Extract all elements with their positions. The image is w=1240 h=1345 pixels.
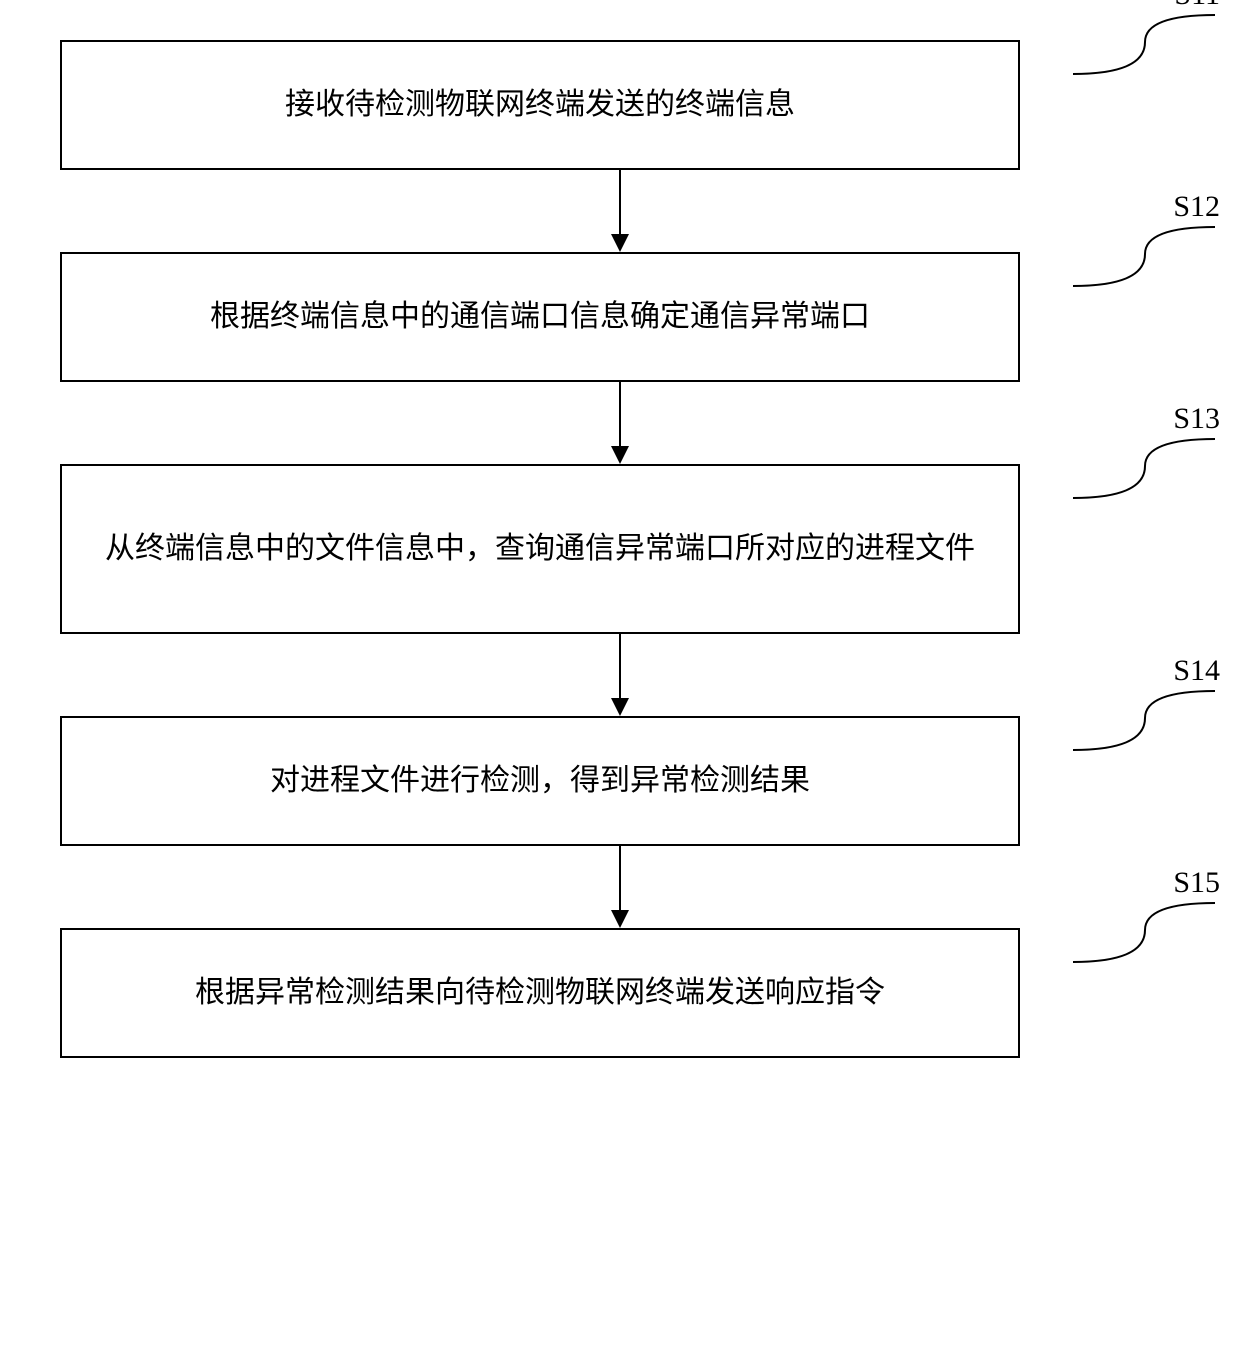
connector-curve-s12 xyxy=(1070,224,1220,289)
step-s15-label: S15 xyxy=(1173,866,1220,900)
step-s11-container: 接收待检测物联网终端发送的终端信息 S11 xyxy=(60,40,1180,170)
step-s13-box: 从终端信息中的文件信息中，查询通信异常端口所对应的进程文件 xyxy=(60,464,1020,634)
arrow-3 xyxy=(140,634,1100,716)
step-s11-box: 接收待检测物联网终端发送的终端信息 xyxy=(60,40,1020,170)
step-s14-container: 对进程文件进行检测，得到异常检测结果 S14 xyxy=(60,716,1180,846)
step-s11-text: 接收待检测物联网终端发送的终端信息 xyxy=(285,81,795,129)
step-s14-label-area: S14 xyxy=(1070,654,1220,753)
connector-curve-s11 xyxy=(1070,12,1220,77)
step-s15-box: 根据异常检测结果向待检测物联网终端发送响应指令 xyxy=(60,928,1020,1058)
step-s12-container: 根据终端信息中的通信端口信息确定通信异常端口 S12 xyxy=(60,252,1180,382)
step-s13-label: S13 xyxy=(1173,402,1220,436)
step-s15-container: 根据异常检测结果向待检测物联网终端发送响应指令 S15 xyxy=(60,928,1180,1058)
step-s11-label: S11 xyxy=(1174,0,1220,12)
step-s13-container: 从终端信息中的文件信息中，查询通信异常端口所对应的进程文件 S13 xyxy=(60,464,1180,634)
step-s12-label-area: S12 xyxy=(1070,190,1220,289)
step-s12-box: 根据终端信息中的通信端口信息确定通信异常端口 xyxy=(60,252,1020,382)
arrow-2 xyxy=(140,382,1100,464)
flowchart-container: 接收待检测物联网终端发送的终端信息 S11 根据终端信息中的通信端口信息确定通信… xyxy=(60,40,1180,1058)
step-s12-text: 根据终端信息中的通信端口信息确定通信异常端口 xyxy=(210,293,870,341)
connector-curve-s15 xyxy=(1070,900,1220,965)
step-s11-label-area: S11 xyxy=(1070,0,1220,77)
arrow-4 xyxy=(140,846,1100,928)
step-s12-label: S12 xyxy=(1173,190,1220,224)
step-s13-text: 从终端信息中的文件信息中，查询通信异常端口所对应的进程文件 xyxy=(105,525,975,573)
step-s13-label-area: S13 xyxy=(1070,402,1220,501)
step-s14-box: 对进程文件进行检测，得到异常检测结果 xyxy=(60,716,1020,846)
connector-curve-s14 xyxy=(1070,688,1220,753)
arrow-1 xyxy=(140,170,1100,252)
step-s14-text: 对进程文件进行检测，得到异常检测结果 xyxy=(270,757,810,805)
step-s15-label-area: S15 xyxy=(1070,866,1220,965)
connector-curve-s13 xyxy=(1070,436,1220,501)
step-s15-text: 根据异常检测结果向待检测物联网终端发送响应指令 xyxy=(195,969,885,1017)
step-s14-label: S14 xyxy=(1173,654,1220,688)
